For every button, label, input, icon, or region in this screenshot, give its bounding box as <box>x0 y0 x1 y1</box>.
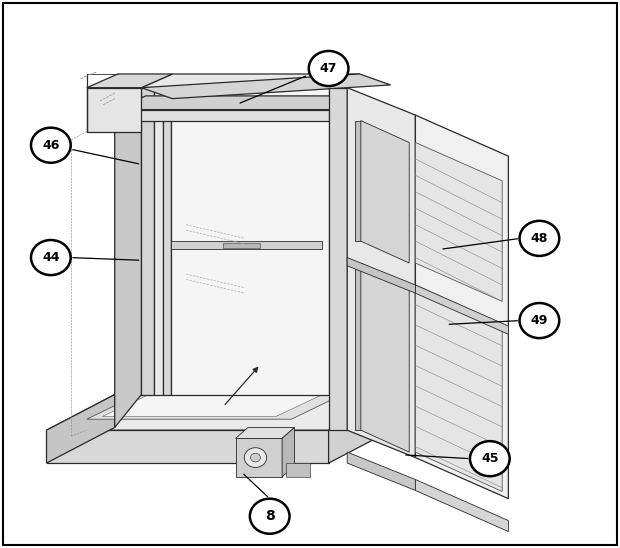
Polygon shape <box>415 285 502 492</box>
Circle shape <box>244 448 267 467</box>
Polygon shape <box>115 96 360 110</box>
Text: 49: 49 <box>531 314 548 327</box>
Polygon shape <box>154 88 163 395</box>
Polygon shape <box>361 121 409 263</box>
Circle shape <box>250 453 260 462</box>
Polygon shape <box>236 438 282 477</box>
Polygon shape <box>286 463 310 477</box>
Text: 44: 44 <box>42 251 60 264</box>
Circle shape <box>309 51 348 86</box>
Circle shape <box>31 240 71 275</box>
Circle shape <box>250 499 290 534</box>
Polygon shape <box>415 285 508 334</box>
Polygon shape <box>170 88 329 395</box>
Polygon shape <box>347 452 415 490</box>
Polygon shape <box>361 263 409 452</box>
Polygon shape <box>46 395 115 463</box>
Polygon shape <box>355 263 361 430</box>
Text: 48: 48 <box>531 232 548 245</box>
Text: 45: 45 <box>481 452 498 465</box>
Polygon shape <box>415 115 508 499</box>
Polygon shape <box>46 430 329 463</box>
Polygon shape <box>87 389 353 419</box>
Polygon shape <box>329 395 397 463</box>
Text: 47: 47 <box>320 62 337 75</box>
Circle shape <box>31 128 71 163</box>
Polygon shape <box>347 88 415 458</box>
Circle shape <box>470 441 510 476</box>
Polygon shape <box>141 74 360 88</box>
Polygon shape <box>170 241 322 249</box>
Polygon shape <box>329 88 347 430</box>
Polygon shape <box>115 88 141 427</box>
Polygon shape <box>141 88 154 395</box>
Polygon shape <box>115 110 329 121</box>
Text: 8: 8 <box>265 509 275 523</box>
Circle shape <box>520 303 559 338</box>
Polygon shape <box>223 243 260 248</box>
Polygon shape <box>282 427 294 477</box>
Polygon shape <box>87 74 172 88</box>
Polygon shape <box>355 121 361 241</box>
Polygon shape <box>46 395 397 430</box>
Polygon shape <box>236 427 294 438</box>
Polygon shape <box>102 390 332 416</box>
Polygon shape <box>415 480 508 532</box>
Polygon shape <box>415 142 502 301</box>
Polygon shape <box>163 88 170 395</box>
Polygon shape <box>347 258 415 293</box>
Text: eReplacementParts.com: eReplacementParts.com <box>209 289 361 302</box>
Circle shape <box>520 221 559 256</box>
Text: 46: 46 <box>42 139 60 152</box>
Polygon shape <box>141 74 391 99</box>
Polygon shape <box>87 88 141 132</box>
